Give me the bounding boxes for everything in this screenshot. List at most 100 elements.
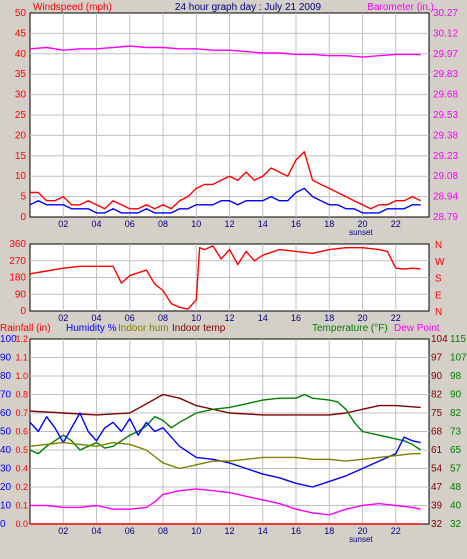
x-tick-label: 16 [291,313,301,323]
humidity-tick-label: 10 [0,501,12,512]
temperature-secondary-tick-label: 57 [450,464,462,475]
windspeed-tick-label: 50 [15,8,27,19]
x-tick-label: 20 [357,313,367,323]
x-tick-label: 06 [125,219,135,229]
temperature-secondary-tick-label: 107 [450,353,467,364]
barometer-tick-label: 29.08 [433,171,458,182]
x-tick-label: 20 [357,219,367,229]
barometer-tick-label: 29.83 [433,69,458,80]
humidity-tick-label: 60 [0,408,12,419]
temperature-series-line [29,393,422,455]
x-tick-label: 02 [58,526,68,536]
rainfall-tick-label: 0.8 [15,390,28,400]
direction-degree-tick-label: 90 [15,289,27,300]
x-tick-label: 18 [324,313,334,323]
x-tick-label: 20 [357,526,367,536]
humidity-tick-label: 20 [0,482,12,493]
x-tick-label: 08 [158,219,168,229]
panel-1-ticks: 02 04 06 08 10 12 14 16 18 20 22sunset504540353025… [15,8,459,237]
humidity-series-line [29,412,421,488]
x-tick-label: 18 [324,219,334,229]
temperature-tick-label: 39 [431,501,443,512]
rainfall-tick-label: 0.7 [15,408,28,418]
temperature-tick-label: 104 [431,334,448,345]
x-tick-label: 16 [291,526,301,536]
sunset-marker-label: sunset [349,535,373,544]
windspeed-tick-label: 25 [15,110,27,121]
barometer-tick-label: 29.68 [433,90,458,101]
barometer-tick-label: 28.79 [433,212,458,223]
x-tick-label: 16 [291,219,301,229]
x-tick-label: 18 [324,526,334,536]
chart-title: 24 hour graph day : July 21 2009 [175,2,322,13]
temperature-secondary-tick-label: 82 [450,408,462,419]
windspeed-tick-label: 45 [15,28,27,39]
indoor-temp-label: Indoor temp [172,323,226,334]
temperature-axis-label: Temperature (°F) [312,323,388,334]
windspeed-tick-label: 30 [15,90,27,101]
humidity-tick-label: 30 [0,464,12,475]
temperature-tick-label: 75 [431,408,443,419]
rainfall-tick-label: 0.6 [15,427,28,437]
indoor-hum-series-line [29,441,421,470]
compass-tick-label: E [435,290,442,301]
x-tick-label: 04 [91,219,101,229]
temperature-secondary-tick-label: 98 [450,371,462,382]
dew-point-label: Dew Point [394,323,440,334]
x-tick-label: 22 [391,219,401,229]
temperature-tick-label: 61 [431,445,443,456]
humidity-tick-label: 50 [0,427,12,438]
windspeed-average-series-line [29,187,421,214]
windspeed-tick-label: 0 [20,212,26,223]
x-tick-label: 22 [391,313,401,323]
windspeed-tick-label: 35 [15,69,27,80]
panel-1-grid [30,13,429,217]
windspeed-tick-label: 15 [15,151,27,162]
rainfall-tick-label: 0.4 [15,464,28,474]
x-tick-label: 14 [258,313,268,323]
humidity-tick-label: 80 [0,371,12,382]
dew-point-series-line [30,488,421,516]
barometer-tick-label: 29.23 [433,151,458,162]
x-tick-label: 02 [58,313,68,323]
temperature-secondary-tick-label: 65 [450,445,462,456]
temperature-tick-label: 47 [431,482,443,493]
barometer-tick-label: 30.12 [433,28,458,39]
temperature-secondary-tick-label: 73 [450,427,462,438]
x-tick-label: 14 [258,219,268,229]
direction-degree-tick-label: 180 [9,273,26,284]
humidity-axis-label: Humidity % [66,323,117,334]
temperature-tick-label: 97 [431,353,443,364]
barometer-tick-label: 29.97 [433,49,458,60]
panel-3-series [29,393,422,525]
x-tick-label: 04 [91,313,101,323]
humidity-tick-label: 100 [0,334,17,345]
rainfall-tick-label: 0.0 [15,519,28,529]
x-tick-label: 22 [391,526,401,536]
temperature-secondary-tick-label: 115 [450,334,466,345]
windspeed-tick-label: 5 [20,192,26,203]
barometer-series-line [29,45,421,58]
temperature-secondary-tick-label: 48 [450,482,462,493]
temperature-tick-label: 90 [431,371,443,382]
rainfall-tick-label: 1.1 [15,353,28,363]
humidity-tick-label: 0 [0,519,6,530]
temperature-tick-label: 54 [431,464,443,475]
panel-1-series [29,45,422,214]
windspeed-tick-label: 10 [15,171,27,182]
compass-tick-label: W [435,257,445,268]
windspeed-tick-label: 20 [15,130,27,141]
humidity-tick-label: 40 [0,445,12,456]
windspeed-tick-label: 40 [15,49,27,60]
rainfall-tick-label: 0.2 [15,482,28,492]
wind-direction-series-line [29,245,421,310]
compass-tick-label: S [435,274,442,285]
x-tick-label: 12 [224,526,234,536]
direction-degree-tick-label: 360 [9,239,26,250]
humidity-tick-label: 90 [0,353,12,364]
x-tick-label: 10 [191,219,201,229]
humidity-tick-label: 70 [0,390,12,401]
